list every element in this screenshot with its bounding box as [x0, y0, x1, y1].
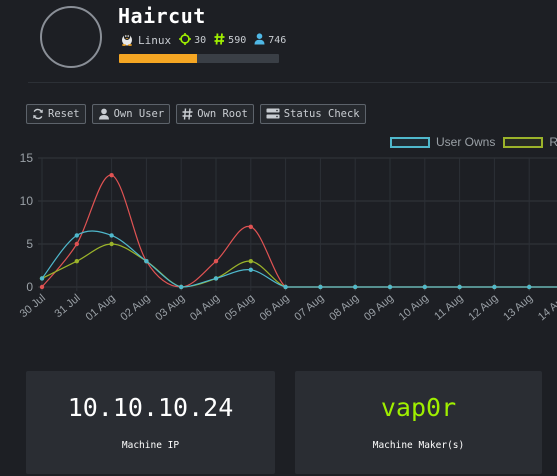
machine-maker[interactable]: vap0r	[380, 393, 457, 422]
status-check-button[interactable]: Status Check	[259, 104, 366, 124]
data-point	[74, 233, 80, 238]
data-point	[248, 224, 253, 229]
machine-ip: 10.10.10.24	[67, 393, 234, 422]
data-point	[39, 284, 45, 290]
machine-meta: Linux 30 590 746	[120, 32, 294, 49]
data-point	[387, 284, 393, 290]
data-point	[492, 284, 497, 290]
server-icon	[266, 108, 280, 119]
x-tick-label: 09 Aug	[362, 292, 396, 323]
data-point	[527, 284, 532, 290]
x-tick-label: 06 Aug	[258, 292, 292, 323]
x-tick-label: 10 Aug	[397, 292, 431, 323]
y-tick-label: 15	[20, 151, 34, 165]
x-tick-label: 08 Aug	[327, 292, 361, 323]
toolbar: Reset Own User Own Root Status Check	[26, 104, 366, 124]
data-point	[109, 241, 114, 247]
status-check-label: Status Check	[283, 108, 360, 120]
series-line-2	[41, 230, 557, 288]
owns-chart: 15 10 5 030 Jul 31 Jul 01 Aug 02 Aug 03 Aug 04 A…	[18, 151, 557, 323]
reset-button[interactable]: Reset	[26, 104, 86, 124]
hash-icon	[182, 108, 193, 120]
reset-label: Reset	[48, 108, 80, 120]
data-point	[318, 284, 323, 290]
data-point	[109, 173, 114, 178]
hash-icon	[214, 33, 225, 48]
x-tick-label: 04 Aug	[188, 292, 222, 323]
y-tick-label: 0	[26, 280, 33, 294]
series-line-1	[41, 243, 557, 288]
own-user-button[interactable]: Own User	[91, 104, 171, 124]
legend-swatch-user-owns	[390, 136, 430, 148]
x-tick-label: 14 Aug	[536, 292, 557, 323]
crosshair-icon	[179, 33, 192, 48]
machine-ip-card: 10.10.10.24 Machine IP	[26, 371, 275, 474]
data-point	[144, 259, 149, 264]
data-point	[422, 284, 427, 290]
machine-maker-card: vap0r Machine Maker(s)	[295, 371, 542, 474]
x-tick-label: 02 Aug	[118, 292, 152, 323]
legend-item-user-owns[interactable]: User Owns	[390, 135, 495, 149]
x-tick-label: 05 Aug	[223, 292, 257, 323]
x-tick-label: 01 Aug	[84, 292, 118, 323]
legend-label-root-owns: R	[549, 135, 557, 149]
data-point	[213, 259, 219, 264]
user-icon	[254, 33, 265, 48]
own-user-label: Own User	[113, 108, 165, 120]
x-tick-label: 03 Aug	[153, 292, 187, 323]
own-root-button[interactable]: Own Root	[176, 104, 254, 124]
data-point	[283, 284, 288, 290]
y-tick-label: 10	[20, 194, 34, 208]
data-point	[213, 276, 219, 281]
x-tick-label: 30 Jul	[18, 292, 48, 320]
linux-icon	[120, 32, 134, 49]
y-tick-label: 5	[26, 237, 33, 251]
machine-points: 30	[194, 35, 207, 46]
divider	[28, 82, 557, 83]
data-point	[248, 259, 253, 264]
machine-owns: 590	[228, 35, 247, 46]
own-root-label: Own Root	[197, 108, 248, 120]
legend-label-user-owns: User Owns	[436, 135, 496, 149]
x-tick-label: 12 Aug	[466, 292, 500, 323]
data-point	[179, 284, 184, 290]
series-line-0	[41, 174, 557, 288]
legend-swatch-root-owns	[503, 136, 544, 148]
machine-maker-label: Machine Maker(s)	[372, 440, 465, 451]
x-tick-label: 31 Jul	[53, 292, 83, 320]
data-point	[248, 267, 253, 272]
machine-users: 746	[268, 35, 287, 46]
data-point	[109, 233, 114, 238]
machine-progress-bar	[119, 54, 279, 63]
data-point	[457, 284, 462, 290]
machine-os: Linux	[138, 34, 172, 47]
data-point	[39, 276, 45, 281]
machine-avatar	[40, 6, 102, 68]
refresh-icon	[33, 108, 43, 120]
x-tick-label: 07 Aug	[292, 292, 326, 323]
data-point	[353, 284, 358, 290]
x-tick-label: 11 Aug	[432, 292, 465, 323]
machine-ip-label: Machine IP	[121, 440, 180, 451]
machine-title: Haircut	[118, 4, 206, 28]
data-point	[74, 259, 80, 264]
data-point	[74, 241, 80, 247]
chart-legend: User Owns R	[390, 135, 557, 149]
x-tick-label: 13 Aug	[501, 292, 535, 323]
user-icon	[98, 108, 109, 120]
progress-fill	[119, 54, 198, 63]
legend-item-root-owns[interactable]: R	[503, 135, 557, 149]
